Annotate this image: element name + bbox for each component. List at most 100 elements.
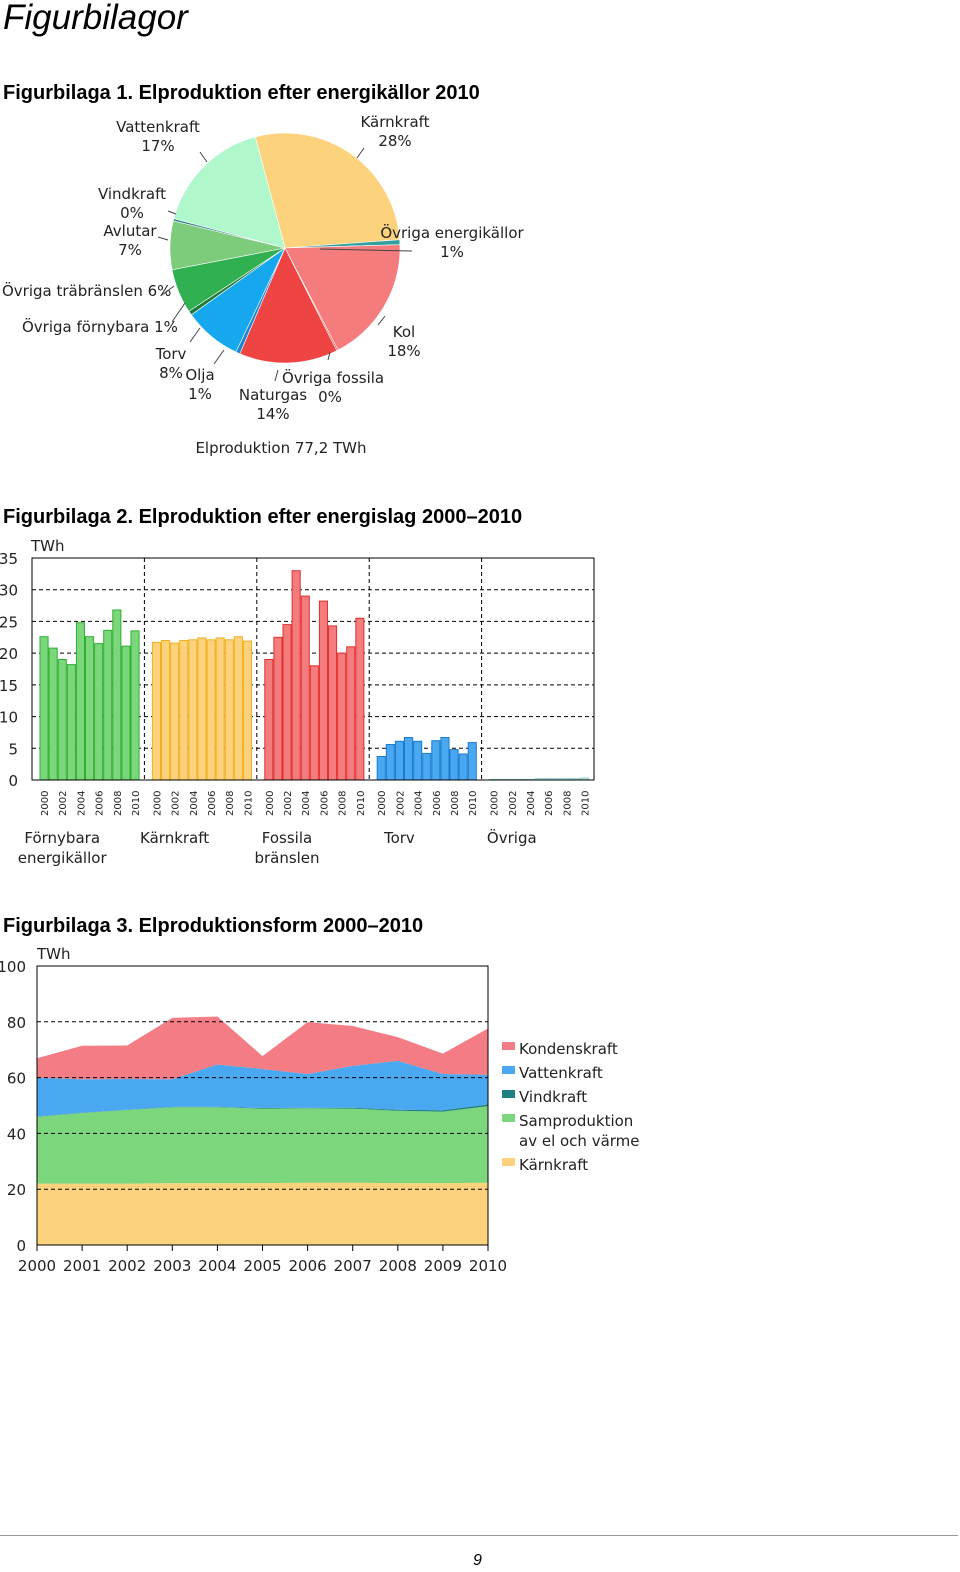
- pie-label-1-0: Övriga energikällor: [380, 223, 524, 242]
- pie-label-0-1: 28%: [378, 132, 411, 150]
- pie-label-1-1: 1%: [440, 243, 464, 261]
- pie-label-5-1: 1%: [188, 385, 212, 403]
- pie-label-2-1: 18%: [387, 342, 420, 360]
- page-number: 9: [473, 1552, 482, 1569]
- bar-xtick-1-3: 2006: [207, 791, 218, 816]
- bar-xtick-3-2: 2004: [414, 791, 425, 816]
- bar-ytick-0: 0: [8, 772, 18, 790]
- area-series-1: [37, 1106, 488, 1184]
- area-ytick-2: 40: [7, 1125, 26, 1143]
- area-xtick-6: 2006: [289, 1257, 327, 1275]
- area-legend-label-3-0: Samproduktion: [519, 1112, 633, 1130]
- bar-xtick-2-2: 2004: [301, 791, 312, 816]
- area-legend-label-4-0: Kärnkraft: [519, 1156, 588, 1174]
- pie-label-7-0: Övriga förnybara 1%: [22, 317, 178, 336]
- area-xtick-0: 2000: [18, 1257, 56, 1275]
- pie-label-0-0: Kärnkraft: [360, 113, 429, 131]
- bar-xtick-2-4: 2008: [338, 791, 349, 816]
- page-title: Figurbilagor: [3, 0, 188, 37]
- bar-group-label-1-0: Kärnkraft: [140, 829, 209, 847]
- bar-xtick-1-5: 2010: [243, 791, 254, 816]
- pie-leader-2: [319, 248, 413, 252]
- area-xtick-1: 2001: [63, 1257, 101, 1275]
- area-ytick-0: 0: [16, 1237, 26, 1255]
- pie-label-5-0: Olja: [185, 366, 214, 384]
- bar-ytick-3: 15: [0, 677, 18, 695]
- bar-xtick-0-4: 2008: [113, 791, 124, 816]
- pie-label-3-0: Övriga fossila: [282, 368, 384, 387]
- bar-xtick-1-0: 2000: [152, 791, 163, 816]
- pie-caption: Elproduktion 77,2 TWh: [195, 439, 366, 457]
- area-series-2: [37, 1104, 488, 1117]
- bar-xtick-0-5: 2010: [131, 791, 142, 816]
- bar-ytick-7: 35: [0, 550, 18, 568]
- pie-label-6-0: Torv: [155, 345, 187, 363]
- pie-label-6-1: 8%: [159, 364, 183, 382]
- bar-xtick-4-2: 2004: [526, 791, 537, 816]
- bar-plot-frame: [31, 557, 595, 781]
- pie-leader-1: [356, 147, 365, 159]
- pie-slice-0: [254, 132, 401, 249]
- bar-xtick-3-5: 2010: [468, 791, 479, 816]
- bar-xtick-4-4: 2008: [562, 791, 573, 816]
- pie-label-9-1: 7%: [118, 241, 142, 259]
- figure-1-heading: Figurbilaga 1. Elproduktion efter energi…: [3, 82, 480, 104]
- bar-xtick-2-5: 2010: [356, 791, 367, 816]
- pie-label-8-0: Övriga träbränslen 6%: [2, 281, 171, 300]
- area-legend-label-1-0: Vattenkraft: [519, 1064, 603, 1082]
- area-legend-swatch-4: [502, 1158, 515, 1166]
- bar-ytick-2: 10: [0, 709, 18, 727]
- bar-xtick-4-3: 2006: [544, 791, 555, 816]
- area-xtick-10: 2010: [469, 1257, 507, 1275]
- area-legend-label-2-0: Vindkraft: [519, 1088, 587, 1106]
- pie-label-2-0: Kol: [393, 323, 415, 341]
- figure-2-heading: Figurbilaga 2. Elproduktion efter energi…: [3, 506, 523, 528]
- pie-label-10-0: Vindkraft: [98, 185, 166, 203]
- bar-xtick-0-2: 2004: [76, 791, 87, 816]
- bar-group-label-2-1: bränslen: [254, 849, 319, 867]
- bar-xtick-3-3: 2006: [432, 791, 443, 816]
- bar-xtick-0-3: 2006: [95, 791, 106, 816]
- bar-xtick-4-1: 2002: [508, 791, 519, 816]
- bar-xtick-0-0: 2000: [40, 791, 51, 816]
- pie-label-4-0: Naturgas: [239, 386, 307, 404]
- area-chart: 0 20 40 60 80 100 TWh 2000 2001 2002 2003 2004 2005 2…: [0, 945, 640, 1275]
- figure-3-heading: Figurbilaga 3. Elproduktionsform 2000–20…: [3, 915, 424, 937]
- area-legend-swatch-0: [502, 1042, 515, 1050]
- pie-slice-4: [239, 247, 338, 364]
- bar-ytick-4: 20: [0, 645, 18, 663]
- bar-xtick-2-0: 2000: [265, 791, 276, 816]
- pie-label-11-0: Vattenkraft: [116, 118, 200, 136]
- pie-leader-4: [157, 236, 169, 241]
- bar-chart: 0 5 10 15 20 25 30 35 TWh 2000 2002 2004 2006 2008 201…: [0, 537, 595, 867]
- pie-leader-3: [167, 210, 177, 215]
- area-legend-swatch-2: [502, 1090, 515, 1098]
- bar-xtick-1-2: 2004: [189, 791, 200, 816]
- bar-unit-label: TWh: [30, 537, 65, 555]
- area-legend-label-3-1: av el och värme: [519, 1132, 640, 1150]
- pie-leader-5: [161, 285, 175, 296]
- area-legend-label-0-0: Kondenskraft: [519, 1040, 618, 1058]
- bar-xtick-3-4: 2008: [450, 791, 461, 816]
- pie-leader-6: [171, 302, 186, 323]
- pie-leader-11: [377, 315, 386, 326]
- bar-xtick-3-0: 2000: [377, 791, 388, 816]
- bar-xtick-4-0: 2000: [490, 791, 501, 816]
- pie-leader-0: [199, 151, 208, 163]
- area-ytick-3: 60: [7, 1070, 26, 1088]
- area-xtick-7: 2007: [334, 1257, 372, 1275]
- bar-xtick-3-1: 2002: [395, 791, 406, 816]
- area-ytick-4: 80: [7, 1014, 26, 1032]
- bar-ytick-5: 25: [0, 613, 18, 631]
- area-xtick-8: 2008: [379, 1257, 417, 1275]
- area-legend-swatch-3: [502, 1114, 515, 1122]
- pie-slice-11: [173, 136, 286, 249]
- pie-slice-2: [284, 244, 401, 351]
- bar-xtick-2-1: 2002: [283, 791, 294, 816]
- pie-label-3-1: 0%: [318, 388, 342, 406]
- area-xtick-9: 2009: [424, 1257, 462, 1275]
- area-unit-label: TWh: [36, 945, 71, 963]
- pie-label-4-1: 14%: [256, 405, 289, 423]
- footer-rule: [0, 1535, 958, 1536]
